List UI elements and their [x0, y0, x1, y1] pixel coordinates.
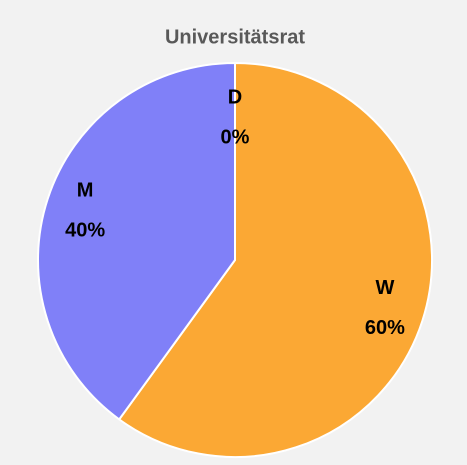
slice-label: D — [228, 86, 242, 108]
slice-value-label: 40% — [65, 220, 105, 242]
slice-label: M — [77, 180, 94, 202]
slice-label: W — [375, 277, 394, 299]
pie-slice — [117, 61, 433, 458]
slice-value-label: 0% — [221, 126, 250, 148]
pie-slice — [37, 61, 236, 421]
chart-title: Universitätsrat — [165, 26, 305, 48]
slice-value-label: 60% — [365, 317, 405, 339]
